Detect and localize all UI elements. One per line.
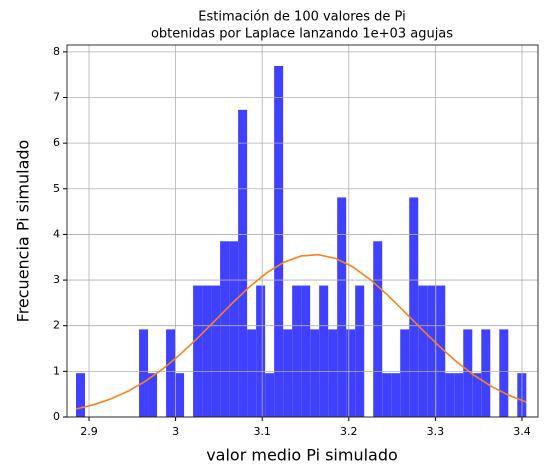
bar [481, 329, 491, 417]
x-tick-label: 3.3 [427, 425, 445, 438]
fit-line [75, 253, 527, 410]
bar [355, 285, 365, 417]
y-tick-label: 5 [53, 182, 60, 195]
y-tick-label: 6 [53, 136, 60, 149]
bar [175, 373, 185, 417]
bar [373, 241, 383, 417]
x-tick-label: 3.2 [340, 425, 358, 438]
bar [409, 197, 419, 417]
chart-title: obtenidas por Laplace lanzando 1e+03 agu… [151, 27, 453, 42]
y-tick-label: 4 [53, 227, 60, 240]
chart-title: Estimación de 100 valores de Pi [198, 10, 405, 25]
y-axis-label: Frecuencia Pi simulado [14, 140, 33, 323]
x-tick-label: 3 [172, 425, 179, 438]
bar [238, 109, 248, 417]
bar [220, 241, 230, 417]
bar [391, 373, 401, 417]
bar [310, 329, 320, 417]
y-tick-label: 1 [53, 364, 60, 377]
y-tick-label: 2 [53, 319, 60, 332]
bar [148, 373, 158, 417]
bar [337, 197, 347, 417]
bar [418, 285, 428, 417]
bar [499, 329, 509, 417]
bar [463, 329, 473, 417]
x-axis-label: valor medio Pi simulado [206, 446, 398, 465]
bar [229, 241, 239, 417]
bar [76, 373, 86, 417]
bar [436, 285, 446, 417]
bar [454, 373, 464, 417]
x-tick-label: 3.4 [513, 425, 531, 438]
bar [427, 285, 437, 417]
bar [139, 329, 149, 417]
bar [211, 285, 221, 417]
x-tick-label: 2.9 [80, 425, 98, 438]
bar [346, 329, 356, 417]
bar [265, 373, 275, 417]
bar [472, 373, 482, 417]
bar [328, 329, 338, 417]
y-tick-label: 7 [53, 90, 60, 103]
bar [202, 285, 212, 417]
plot-frame [66, 44, 539, 418]
bar [400, 329, 410, 417]
y-tick-label: 0 [53, 410, 60, 423]
bar [166, 329, 176, 417]
bar [193, 285, 203, 417]
bar [274, 65, 284, 417]
y-tick-label: 8 [53, 45, 60, 58]
bar [445, 373, 455, 417]
bar [382, 373, 392, 417]
bar [301, 285, 311, 417]
bar [256, 285, 266, 417]
bar [247, 329, 257, 417]
x-tick-label: 3.1 [253, 425, 271, 438]
bar [283, 329, 293, 417]
y-tick-label: 3 [53, 273, 60, 286]
bar [319, 285, 329, 417]
bar [292, 285, 302, 417]
